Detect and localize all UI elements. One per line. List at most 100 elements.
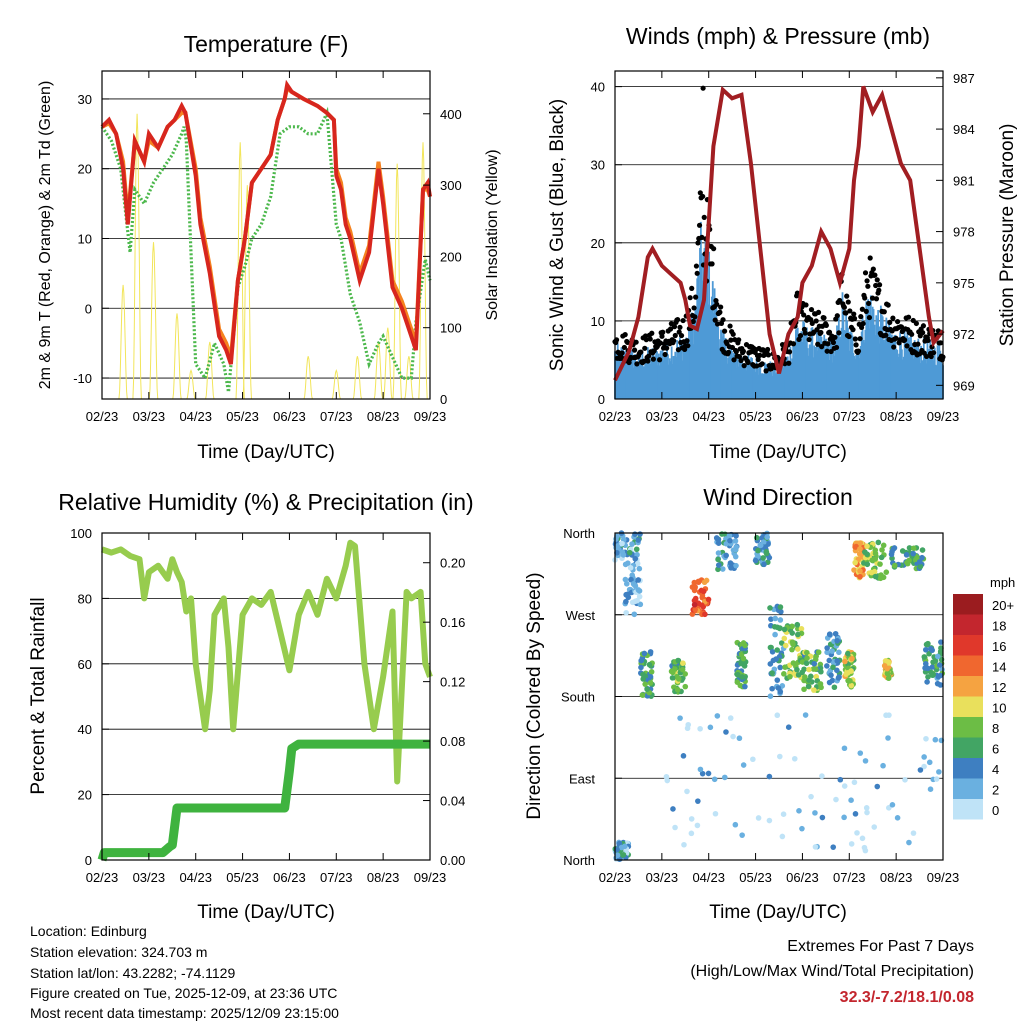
direction-xtick-label: 08/23 xyxy=(880,870,913,885)
gust-dot xyxy=(678,332,685,339)
gust-dot xyxy=(815,341,821,347)
direction-dot xyxy=(845,650,851,657)
gust-dot xyxy=(738,357,744,364)
gust-dot xyxy=(684,338,690,344)
direction-dot xyxy=(622,576,629,583)
legend-swatch xyxy=(953,799,983,820)
direction-dot xyxy=(883,569,890,575)
elevation-text: Station elevation: 324.703 m xyxy=(30,944,208,960)
gust-dot xyxy=(677,324,683,330)
gust-dot xyxy=(893,335,899,341)
gust-dot xyxy=(649,330,655,336)
gust-dot xyxy=(862,270,869,276)
direction-dot xyxy=(763,549,770,555)
extremes-heading: Extremes For Past 7 Days xyxy=(787,938,974,955)
direction-ytick-label: East xyxy=(569,771,595,786)
direction-dot xyxy=(741,663,748,669)
direction-dot xyxy=(734,679,741,685)
direction-dot xyxy=(730,733,736,740)
legend-label: 16 xyxy=(992,639,1006,654)
direction-dot xyxy=(777,617,784,623)
direction-dot xyxy=(778,640,785,646)
direction-dot xyxy=(885,735,891,741)
gust-dot xyxy=(873,296,880,302)
gust-dot xyxy=(642,345,648,351)
direction-dot xyxy=(922,646,929,653)
direction-dot xyxy=(864,809,870,816)
direction-dot xyxy=(720,566,726,572)
direction-dot xyxy=(739,674,746,680)
direction-dot xyxy=(936,662,943,668)
temperature-xtick-label: 04/23 xyxy=(179,409,212,424)
extremes-values: 32.3/-7.2/18.1/0.08 xyxy=(839,989,974,1006)
gust-dot xyxy=(938,340,944,346)
gust-dot xyxy=(657,357,663,363)
direction-dot xyxy=(871,824,878,830)
direction-dot xyxy=(864,543,870,550)
gust-dot xyxy=(624,339,631,346)
gust-dot xyxy=(813,318,819,324)
temperature-xtick-label: 03/23 xyxy=(133,409,166,424)
gust-dot xyxy=(691,305,697,311)
direction-dot xyxy=(830,844,837,850)
direction-dot xyxy=(910,830,917,836)
direction-panel: Wind Direction North East South West North 0… xyxy=(524,484,1015,923)
direction-dot xyxy=(851,567,857,573)
direction-dot xyxy=(712,810,719,817)
gust-dot xyxy=(693,263,700,269)
gust-dot xyxy=(867,255,873,261)
direction-dot xyxy=(910,545,917,552)
winds-xtick-label: 06/23 xyxy=(786,409,819,424)
direction-dot xyxy=(811,687,817,693)
gust-dot xyxy=(745,359,751,366)
direction-dot xyxy=(889,801,896,808)
direction-dot xyxy=(742,683,748,690)
direction-dot xyxy=(631,611,638,618)
direction-dot xyxy=(688,816,695,822)
direction-dot xyxy=(927,786,934,792)
direction-dot xyxy=(803,660,810,667)
temperature-title: Temperature (F) xyxy=(184,31,349,57)
direction-dot xyxy=(836,649,842,656)
direction-dot xyxy=(639,692,646,698)
direction-dot xyxy=(857,750,864,756)
direction-dot xyxy=(841,745,848,752)
direction-dot xyxy=(834,637,840,644)
gust-dot xyxy=(671,324,678,330)
legend-swatch xyxy=(953,594,983,615)
direction-dot xyxy=(727,537,733,544)
humidity-xtick-label: 07/23 xyxy=(320,870,353,885)
gust-dot xyxy=(874,277,880,283)
direction-dot xyxy=(740,762,747,768)
direction-dot xyxy=(872,573,879,580)
direction-dot xyxy=(777,664,783,671)
direction-dot xyxy=(864,551,870,557)
gust-dot xyxy=(872,272,878,278)
winds-panel: Winds (mph) & Pressure (mb) 0 10 20 30 40 96… xyxy=(547,23,1018,463)
gust-dot xyxy=(660,329,666,335)
temperature-ytick-label: 30 xyxy=(78,92,92,107)
direction-dot xyxy=(868,569,875,576)
direction-xtick-label: 04/23 xyxy=(692,870,725,885)
humidity-y2tick-label: 0.04 xyxy=(440,794,465,809)
gust-dot xyxy=(643,337,649,343)
gust-dot xyxy=(696,222,703,228)
direction-dot xyxy=(715,562,722,568)
direction-dot xyxy=(723,729,729,735)
direction-dot xyxy=(767,644,774,651)
direction-dot xyxy=(761,561,767,568)
gust-dot xyxy=(931,350,937,356)
direction-dot xyxy=(644,686,650,692)
direction-dot xyxy=(834,658,841,664)
direction-dot xyxy=(736,735,743,742)
direction-dot xyxy=(848,797,854,803)
direction-dot xyxy=(682,671,689,677)
direction-dot xyxy=(922,665,928,671)
direction-dot xyxy=(795,646,801,652)
direction-dot xyxy=(772,631,778,638)
direction-dot xyxy=(702,611,708,618)
direction-dot xyxy=(765,540,771,547)
legend-swatch xyxy=(953,676,983,697)
gust-dot xyxy=(891,344,897,350)
direction-dot xyxy=(750,756,756,763)
